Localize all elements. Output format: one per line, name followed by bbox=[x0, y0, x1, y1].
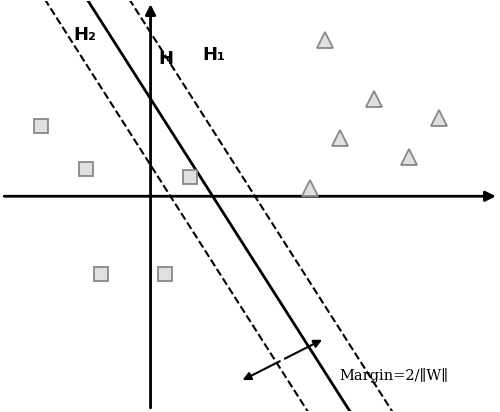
Text: H₂: H₂ bbox=[74, 26, 96, 44]
Text: Margin=2/∥W∥: Margin=2/∥W∥ bbox=[340, 368, 448, 383]
Text: H₁: H₁ bbox=[203, 46, 226, 64]
Text: H: H bbox=[158, 49, 173, 68]
